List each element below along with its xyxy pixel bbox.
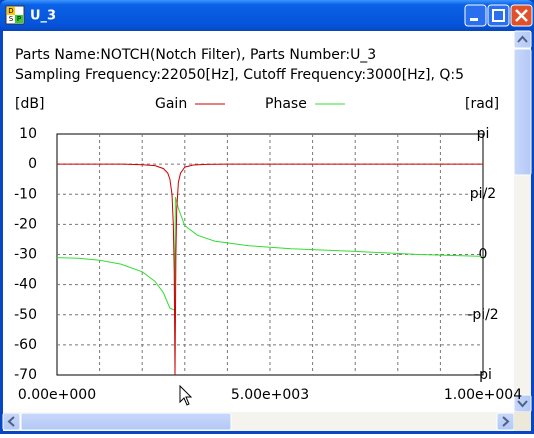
y-tick-label: 10 — [19, 126, 37, 142]
y-tick-label: -20 — [14, 216, 37, 232]
series-line — [56, 196, 484, 311]
icon-letter: P — [17, 15, 21, 23]
x-tick-label: 5.00e+003 — [231, 387, 309, 403]
icon-letter: D — [8, 7, 13, 15]
y2-tick-label: -pi/2 — [467, 307, 498, 323]
vertical-scrollbar[interactable] — [513, 30, 532, 413]
close-button[interactable] — [510, 4, 533, 27]
y-tick-label: 0 — [28, 156, 37, 172]
y2-tick-label: -pi — [474, 367, 492, 383]
app-icon: D S P — [5, 5, 25, 25]
y2-tick-label: 0 — [479, 247, 488, 263]
y-tick-label: -60 — [14, 337, 37, 353]
plot: 10 0 -10 -20 -30 -40 -50 -60 -70 pi pi/2 0 -pi/2 -pi 0… — [14, 96, 522, 403]
minimize-button[interactable] — [464, 4, 487, 27]
y-axis-label: [dB] — [15, 96, 44, 112]
y2-tick-label: pi — [477, 126, 490, 142]
series-line — [57, 163, 483, 376]
y2-axis-label: [rad] — [465, 96, 499, 112]
horizontal-scrollbar[interactable] — [2, 412, 531, 431]
maximize-button[interactable] — [487, 4, 510, 27]
y-tick-label: -10 — [14, 186, 37, 202]
info-line: Parts Name:NOTCH(Notch Filter), Parts Nu… — [15, 47, 376, 63]
legend-label: Gain — [155, 96, 187, 112]
x-tick-label: 0.00e+000 — [18, 387, 96, 403]
y2-tick-label: pi/2 — [470, 186, 496, 202]
icon-letter: S — [9, 15, 14, 23]
info-line: Sampling Frequency:22050[Hz], Cutoff Fre… — [15, 67, 464, 83]
mouse-cursor — [179, 384, 193, 406]
y-tick-label: -70 — [14, 367, 37, 383]
x-tick-label: 1.00e+004 — [444, 387, 522, 403]
window-title: U_3 — [30, 9, 56, 24]
y-tick-label: -40 — [14, 277, 37, 293]
y-tick-label: -30 — [14, 247, 37, 263]
y-tick-label: -50 — [14, 307, 37, 323]
legend-label: Phase — [265, 96, 307, 112]
title-bar — [0, 0, 534, 31]
